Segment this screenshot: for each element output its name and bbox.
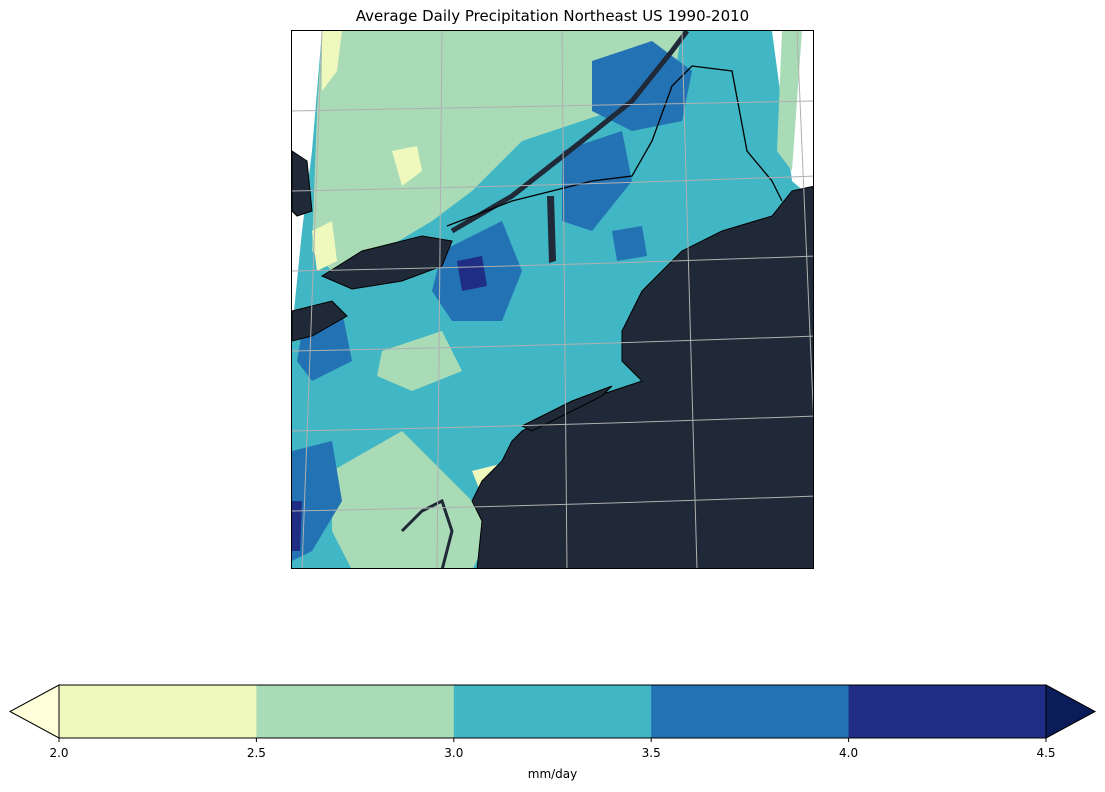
contour-2_5-3_0-north: [312, 31, 682, 271]
contour-2_0-2_5-patch-c: [312, 221, 337, 271]
colorbar-label: mm/day: [527, 767, 578, 781]
lake-erie: [292, 300, 348, 342]
contour-4_0-4_5-edge: [292, 501, 302, 551]
lake-huron: [292, 150, 313, 217]
lake-ontario: [320, 235, 453, 290]
gridlines: [292, 31, 813, 568]
colorbar-tick-label: 4.0: [839, 746, 859, 760]
st-lawrence-river: [450, 31, 689, 234]
map-panel: [291, 30, 814, 569]
colorbar-segment: [59, 685, 257, 738]
colorbar-segment: [848, 685, 1047, 738]
contour-4_0-4_5-core: [457, 256, 487, 291]
contour-2_0-2_5-patch-b: [392, 146, 422, 186]
colorbar-over-extension: [1045, 684, 1097, 739]
colorbar-tick-label: 2.0: [49, 746, 69, 760]
chart-title: Average Daily Precipitation Northeast US…: [355, 7, 750, 25]
contour-2_5-3_0-patch-a: [377, 331, 462, 391]
colorbar-segment: [453, 685, 652, 738]
contour-3_5-4_0-southwest: [292, 441, 342, 561]
lake-champlain: [547, 196, 556, 263]
long-island: [520, 385, 613, 432]
colorbar-outline: [58, 684, 1047, 739]
colorbar-tick-label: 4.5: [1036, 746, 1056, 760]
chesapeake-bay: [400, 498, 454, 568]
contour-3_5-4_0-east: [612, 226, 647, 261]
border-us-canada: [446, 65, 783, 227]
colorbar-segment: [256, 685, 455, 738]
colorbar-tick-label: 3.5: [641, 746, 661, 760]
colorbar-tick-label: 3.0: [444, 746, 464, 760]
colorbar-segment: [651, 685, 850, 738]
precipitation-map: [292, 31, 813, 568]
colorbar-tick-label: 2.5: [246, 746, 266, 760]
colorbar-under-extension: [8, 684, 60, 739]
contour-2_0-2_5-patch-a: [322, 31, 342, 91]
